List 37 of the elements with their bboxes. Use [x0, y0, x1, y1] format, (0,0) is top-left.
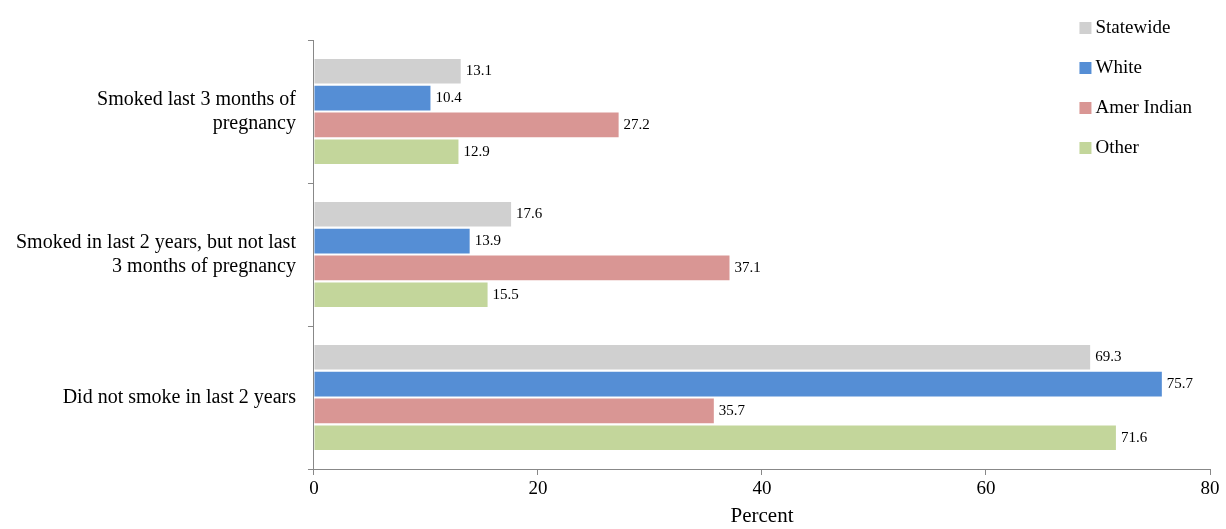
legend-label: Amer Indian [1095, 95, 1193, 117]
data-label: 15.5 [492, 285, 519, 302]
x-axis-title: Percent [730, 502, 794, 527]
data-label: 17.6 [516, 205, 543, 222]
data-label: 27.2 [623, 115, 650, 132]
x-tick-label: 60 [976, 477, 996, 499]
x-tick-label: 0 [309, 477, 319, 499]
data-label: 12.9 [463, 142, 490, 159]
data-label: 13.9 [474, 232, 501, 249]
bar [314, 201, 512, 227]
data-label: 37.1 [734, 258, 761, 275]
data-label: 10.4 [435, 89, 463, 106]
legend-label: Statewide [1095, 15, 1171, 37]
y-tick-label: Smoked in last 2 years, but not last 3 months of pregnancy [15, 229, 297, 277]
legend-label: Other [1095, 135, 1140, 157]
x-tick-label: 20 [528, 477, 548, 499]
data-label: 75.7 [1166, 375, 1194, 392]
y-tick-label: Smoked last 3 months of pregnancy [97, 86, 297, 134]
bar [314, 344, 1091, 370]
bar [314, 139, 459, 165]
bar [314, 112, 619, 138]
bar [314, 282, 488, 308]
bar [314, 228, 470, 254]
data-label: 35.7 [718, 401, 746, 418]
y-tick-label: Did not smoke in last 2 years [62, 384, 297, 408]
legend-label: White [1095, 55, 1142, 77]
bar [314, 371, 1162, 397]
data-label: 71.6 [1120, 428, 1148, 445]
bar [314, 255, 730, 281]
bar [314, 425, 1116, 451]
bar [314, 398, 714, 424]
bar [314, 58, 461, 84]
x-tick-label: 80 [1200, 477, 1220, 499]
x-tick-label: 40 [752, 477, 772, 499]
bar [314, 85, 431, 111]
data-label: 69.3 [1095, 348, 1122, 365]
data-label: 13.1 [465, 62, 492, 79]
